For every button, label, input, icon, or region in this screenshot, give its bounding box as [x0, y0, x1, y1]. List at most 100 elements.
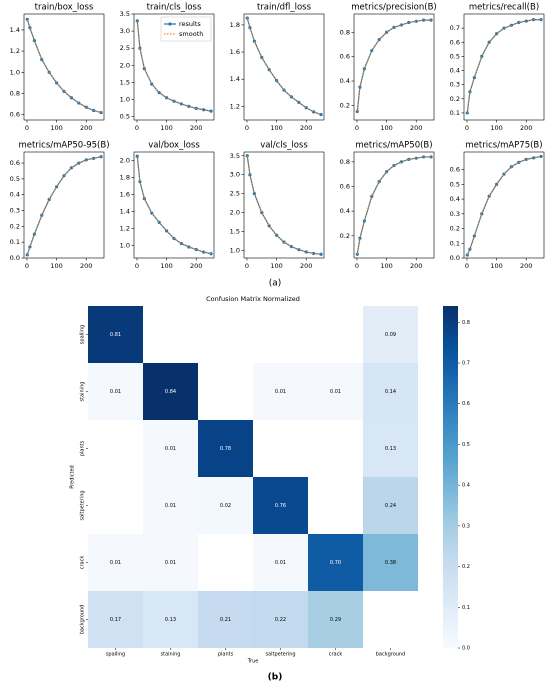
- axes-frame: [243, 13, 325, 121]
- cell: [198, 591, 253, 648]
- colorbar-tick-label: 0.6: [462, 401, 470, 407]
- cell: [143, 420, 198, 477]
- x-tick-label: 200: [80, 262, 92, 270]
- cell-label: 0.21: [220, 617, 231, 623]
- point: [99, 110, 103, 115]
- cell-label: 0.29: [330, 617, 341, 623]
- y-tick-label: 0.8: [340, 158, 350, 166]
- x-tick-label: 0: [465, 124, 469, 132]
- chart-title: metrics/mAP50-95(B): [18, 141, 109, 151]
- y-tick-label: 1.6: [230, 48, 240, 56]
- series-line: [356, 19, 432, 112]
- cell-label: 0.22: [275, 617, 286, 623]
- y-tick-label: 0.6: [10, 111, 20, 119]
- chart-title: metrics/recall(B): [469, 3, 539, 13]
- series-line: [136, 156, 212, 255]
- y-tick-label: 0.0: [10, 254, 20, 262]
- y-tick-label: 2.0: [230, 209, 240, 217]
- y-tick-label: background: [80, 605, 86, 635]
- x-tick-label: 200: [80, 124, 92, 132]
- point: [399, 160, 404, 164]
- x-tick-label: 100: [50, 262, 62, 270]
- point: [414, 19, 418, 23]
- point: [135, 19, 139, 23]
- point: [99, 155, 103, 159]
- caption: (b): [268, 673, 283, 683]
- point: [245, 154, 249, 158]
- y-tick-label: crack: [80, 556, 86, 570]
- x-tick-label: 0: [25, 124, 29, 132]
- axes-frame: [133, 151, 215, 259]
- cell-label: 0.01: [165, 446, 176, 452]
- y-tick-label: 0.4: [340, 207, 350, 215]
- cell: [143, 534, 198, 591]
- y-tick-label: 0.8: [10, 90, 20, 98]
- x-tick-label: 0: [355, 262, 359, 270]
- point: [414, 156, 418, 160]
- cell-label: 0.38: [385, 560, 396, 566]
- x-tick-label: 200: [300, 262, 312, 270]
- series-line: [26, 156, 102, 255]
- x-tick-label: 0: [245, 262, 249, 270]
- series-line: [26, 156, 102, 256]
- y-tick-label: 3.5: [120, 10, 130, 18]
- y-tick-label: 0.1: [450, 239, 460, 247]
- cell: [363, 477, 418, 534]
- point: [187, 104, 191, 108]
- x-tick-label: 100: [490, 262, 502, 270]
- y-tick-label: 1.2: [10, 47, 20, 55]
- cell: [308, 534, 363, 591]
- point: [202, 250, 206, 254]
- y-tick-label: 0.6: [450, 38, 460, 46]
- y-tick-label: 1.0: [230, 246, 240, 254]
- x-axis-label: True: [247, 659, 259, 665]
- y-tick-label: 0.2: [450, 95, 460, 103]
- cell-label: 0.70: [330, 560, 341, 566]
- x-tick-label: crack: [329, 652, 343, 658]
- x-tick-label: 0: [465, 262, 469, 270]
- x-tick-label: 100: [270, 262, 282, 270]
- cell: [198, 420, 253, 477]
- colorbar-tick-label: 0.0: [462, 646, 470, 652]
- y-tick-label: staining: [80, 382, 86, 402]
- y-tick-label: 1.4: [120, 207, 130, 215]
- y-tick-label: 2.0: [120, 61, 130, 69]
- point: [524, 19, 528, 23]
- y-tick-label: 0.2: [340, 101, 350, 109]
- legend-label: smooth: [179, 30, 203, 38]
- x-tick-label: 100: [380, 124, 392, 132]
- point: [135, 154, 139, 158]
- y-tick-label: 1.5: [230, 228, 240, 236]
- y-tick-label: 0.5: [450, 180, 460, 188]
- y-tick-label: 0.6: [10, 159, 20, 167]
- y-tick-label: 0.6: [340, 183, 350, 191]
- cell-label: 0.09: [385, 332, 396, 338]
- y-tick-label: 1.2: [120, 224, 130, 232]
- colorbar-tick-label: 0.3: [462, 523, 470, 529]
- y-tick-label: 3.5: [230, 152, 240, 160]
- cell: [253, 477, 308, 534]
- x-tick-label: 200: [410, 124, 422, 132]
- y-tick-label: 1.6: [120, 190, 130, 198]
- y-tick-label: 0.4: [340, 77, 350, 85]
- cell: [363, 534, 418, 591]
- cell-label: 0.01: [330, 389, 341, 395]
- y-tick-label: 0.6: [450, 166, 460, 174]
- x-tick-label: 100: [490, 124, 502, 132]
- legend-box: [160, 16, 212, 42]
- cell: [253, 591, 308, 648]
- chart-title: train/cls_loss: [147, 3, 202, 13]
- chart-title: metrics/mAP75(B): [465, 141, 542, 151]
- cell: [253, 363, 308, 420]
- y-tick-label: spalling: [80, 325, 86, 344]
- series-line: [466, 155, 542, 256]
- point: [202, 108, 206, 112]
- cell-label: 0.01: [110, 560, 121, 566]
- colorbar: [443, 306, 458, 648]
- y-axis-label: Predicted: [70, 465, 76, 488]
- point: [539, 154, 543, 159]
- axes-frame: [133, 13, 215, 121]
- cell-label: 0.81: [110, 332, 121, 338]
- y-tick-label: 0.4: [450, 195, 460, 203]
